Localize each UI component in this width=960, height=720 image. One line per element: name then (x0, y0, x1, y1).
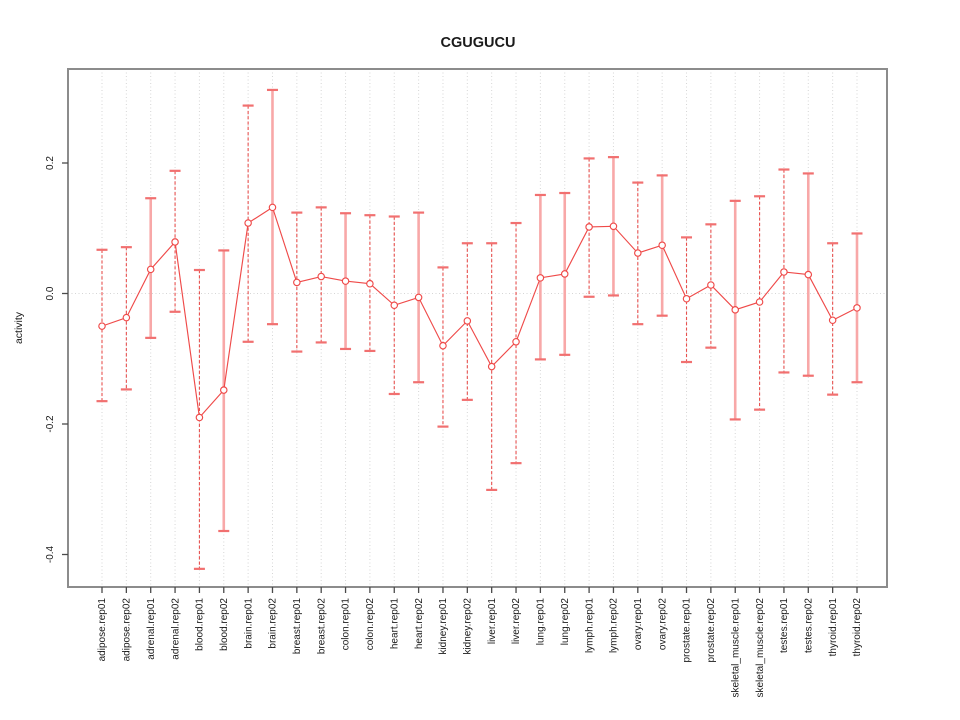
x-tick-label: prostate.rep02 (706, 598, 717, 663)
axis-ticks (62, 162, 858, 593)
data-point-marker (682, 294, 691, 303)
data-point-marker (609, 222, 618, 231)
data-point-marker (487, 362, 496, 371)
x-tick-label: adrenal.rep02 (170, 598, 181, 660)
data-point-marker (317, 272, 325, 281)
series-line (101, 206, 858, 419)
data-point-marker (755, 298, 764, 306)
x-tick-label: blood.rep02 (219, 598, 230, 651)
x-tick-label: testes.rep02 (803, 598, 814, 653)
data-points (98, 203, 861, 422)
data-point-marker (463, 317, 472, 325)
data-point-marker (341, 277, 350, 285)
error-bars (96, 88, 863, 570)
data-point-marker (268, 203, 277, 212)
x-tick-label: adipose.rep02 (122, 598, 133, 662)
data-point-marker (146, 265, 155, 274)
x-tick-label: thyroid.rep02 (852, 598, 863, 657)
data-point-marker (366, 279, 374, 288)
data-point-marker (536, 274, 545, 282)
x-tick-label: adrenal.rep01 (146, 598, 157, 660)
data-point-marker (658, 241, 666, 249)
y-tick-label: -0.4 (45, 545, 56, 563)
data-point-marker (171, 238, 179, 246)
x-tick-label: lung.rep02 (560, 598, 571, 646)
x-tick-label: ovary.rep02 (657, 598, 668, 651)
x-tick-label: thyroid.rep01 (828, 598, 839, 657)
data-point-marker (219, 386, 228, 394)
data-point-marker (512, 338, 520, 346)
x-tick-label: breast.rep01 (292, 598, 303, 655)
data-point-marker (804, 270, 813, 279)
data-point-marker (828, 316, 837, 325)
x-tick-label: kidney.rep02 (463, 598, 474, 655)
x-tick-label: brain.rep01 (243, 598, 254, 649)
x-tick-label: adipose.rep01 (97, 598, 108, 662)
x-tick-label: blood.rep01 (195, 598, 206, 651)
x-tick-label: lymph.rep02 (609, 598, 620, 653)
data-point-marker (560, 270, 569, 278)
x-tick-label: testes.rep01 (779, 598, 790, 653)
data-point-marker (414, 293, 423, 302)
data-point-marker (780, 268, 788, 276)
data-point-marker (731, 306, 740, 314)
data-point-marker (853, 304, 861, 312)
x-tick-label: heart.rep02 (414, 598, 425, 650)
gridlines (68, 69, 887, 587)
y-axis-title: activity (13, 311, 25, 344)
data-point-marker (122, 313, 131, 322)
x-tick-labels: adipose.rep01 adipose.rep02 adrenal.rep01 a… (97, 598, 863, 698)
x-tick-label: skeletal_muscle.rep01 (730, 598, 741, 698)
x-tick-label: heart.rep01 (389, 598, 400, 650)
x-tick-label: skeletal_muscle.rep02 (755, 598, 766, 698)
x-tick-label: kidney.rep01 (438, 598, 449, 655)
x-tick-label: ovary.rep01 (633, 598, 644, 651)
x-tick-label: lung.rep01 (536, 598, 547, 646)
data-point-marker (390, 301, 399, 310)
data-point-marker (98, 322, 106, 330)
data-point-marker (585, 223, 593, 231)
x-tick-label: colon.rep02 (365, 598, 376, 651)
y-tick-label: -0.2 (45, 415, 56, 433)
x-tick-label: liver.rep02 (511, 598, 522, 645)
x-tick-label: brain.rep02 (268, 598, 279, 649)
x-tick-label: breast.rep02 (316, 598, 327, 655)
data-point-marker (439, 341, 447, 350)
frame-rect (67, 68, 888, 588)
x-tick-label: prostate.rep01 (682, 598, 693, 663)
data-point-marker (634, 249, 642, 257)
data-point-marker (293, 278, 301, 287)
y-tick-label: 0.0 (45, 286, 56, 300)
data-point-marker (244, 219, 252, 227)
series-polyline (101, 206, 858, 419)
chart-title: CGUGUCU (441, 35, 516, 51)
data-point-marker (707, 281, 715, 289)
data-point-marker (195, 413, 204, 422)
x-tick-label: colon.rep01 (341, 598, 352, 651)
x-tick-label: liver.rep01 (487, 598, 498, 645)
x-tick-label: lymph.rep01 (584, 598, 595, 653)
plot-frame (67, 68, 888, 588)
y-tick-label: 0.2 (45, 156, 56, 170)
y-tick-labels: 0.2 0.0 -0.2 -0.4 (45, 156, 56, 564)
